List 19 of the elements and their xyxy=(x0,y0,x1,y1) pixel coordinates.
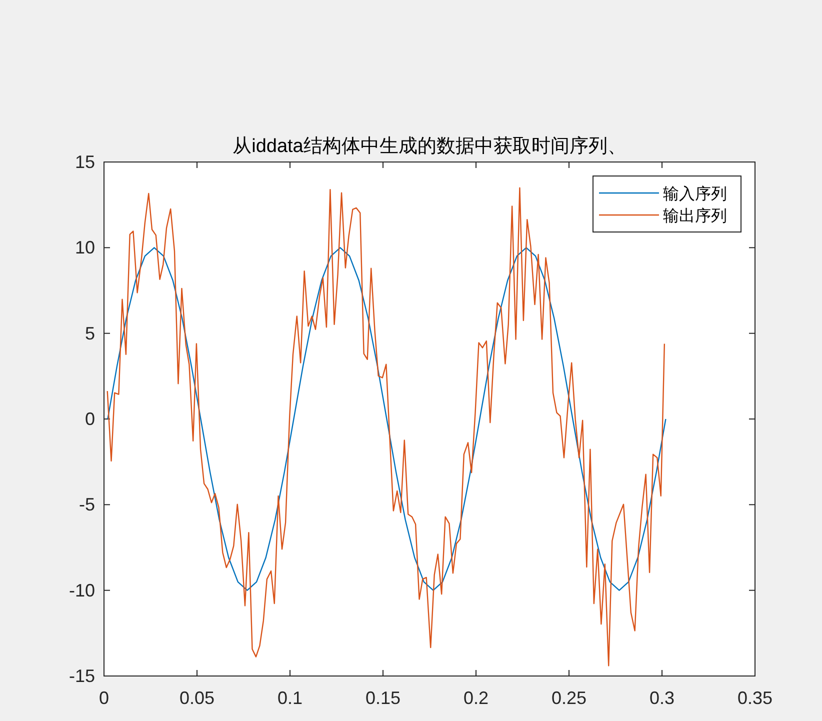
y-tick-label: -10 xyxy=(68,580,95,600)
x-tick-label: 0 xyxy=(98,688,110,708)
y-tick-label: -15 xyxy=(68,666,95,686)
x-tick-label: 0.25 xyxy=(551,688,587,708)
y-tick-label: -5 xyxy=(78,494,95,515)
x-tick-label: 0.2 xyxy=(463,688,489,708)
x-tick-label: 0.05 xyxy=(179,688,215,708)
legend-label: 输出序列 xyxy=(663,207,727,225)
y-tick-label: 5 xyxy=(84,323,95,344)
x-tick-label: 0.15 xyxy=(365,688,401,708)
legend-label: 输入序列 xyxy=(663,185,727,203)
x-tick-label: 0.1 xyxy=(277,688,303,708)
y-tick-label: 15 xyxy=(74,152,95,172)
y-tick-label: 0 xyxy=(84,409,95,429)
x-tick-label: 0.3 xyxy=(649,688,675,708)
y-tick-label: 10 xyxy=(74,238,95,258)
x-tick-label: 0.35 xyxy=(737,688,773,708)
line-series xyxy=(107,247,666,591)
chart-title: 从iddata结构体中生成的数据中获取时间序列、 xyxy=(232,135,626,157)
